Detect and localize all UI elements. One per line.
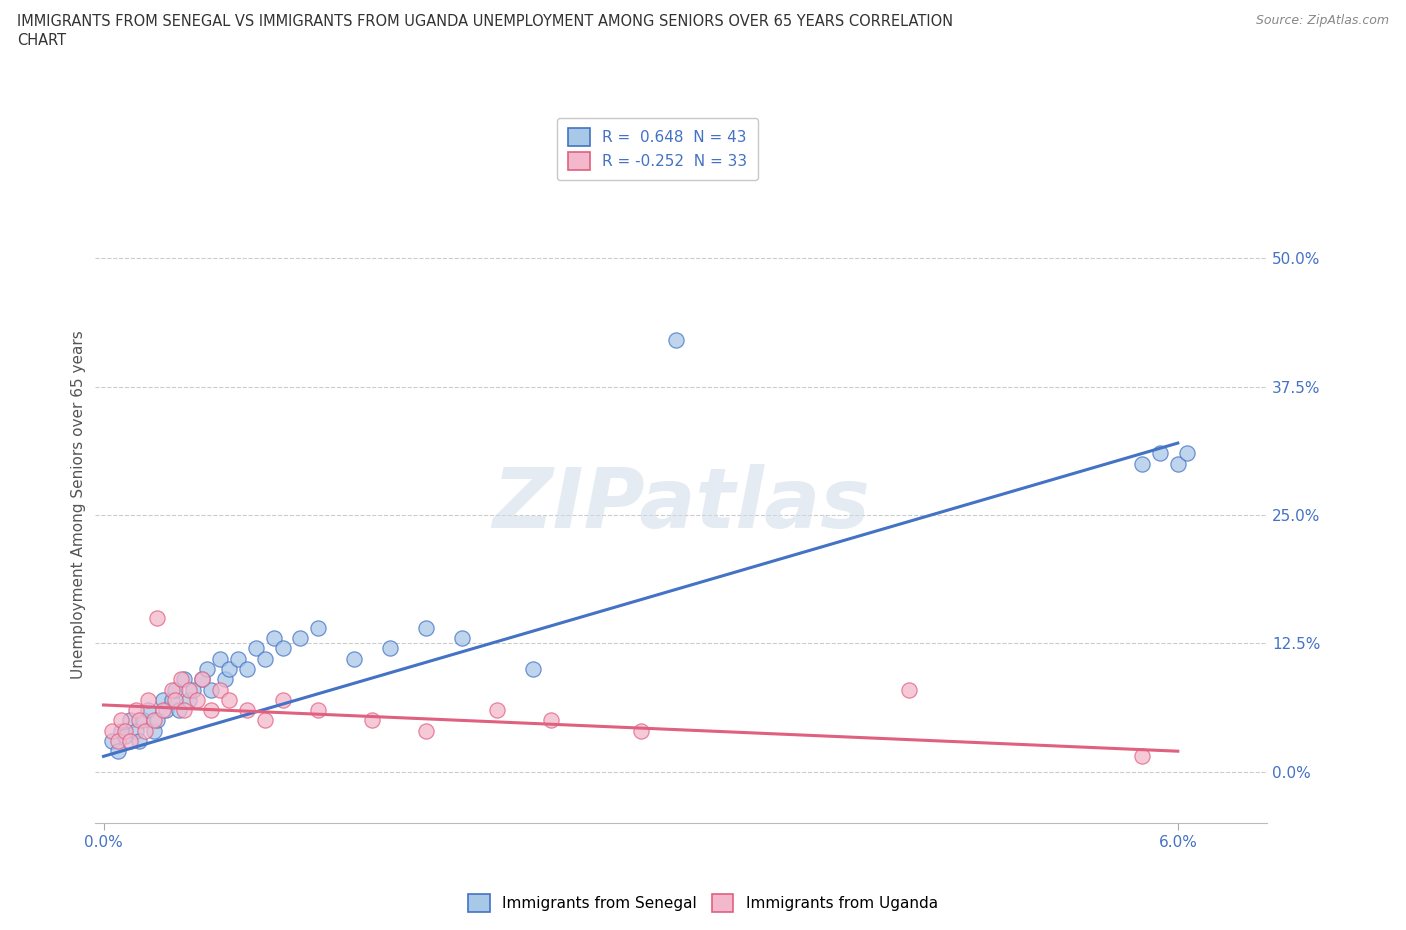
Point <box>179 682 201 697</box>
Point <box>218 693 240 708</box>
Point <box>208 651 231 666</box>
Point <box>114 728 136 743</box>
Point <box>160 693 183 708</box>
Point <box>343 651 366 666</box>
Point <box>160 682 183 697</box>
Point <box>218 661 240 676</box>
Point <box>110 724 132 738</box>
Point <box>253 651 276 666</box>
Point <box>271 641 294 656</box>
Point <box>226 651 249 666</box>
Text: IMMIGRANTS FROM SENEGAL VS IMMIGRANTS FROM UGANDA UNEMPLOYMENT AMONG SENIORS OVE: IMMIGRANTS FROM SENEGAL VS IMMIGRANTS FR… <box>17 14 953 29</box>
Point <box>307 703 329 718</box>
Point <box>290 631 312 645</box>
Point <box>146 713 169 728</box>
Point <box>307 620 329 635</box>
Point <box>155 703 177 718</box>
Point <box>128 734 150 749</box>
Point <box>378 641 401 656</box>
Point <box>132 713 155 728</box>
Point <box>665 333 688 348</box>
Point <box>1149 445 1171 460</box>
Point <box>1130 749 1153 764</box>
Text: ZIPatlas: ZIPatlas <box>492 464 870 545</box>
Point <box>107 734 129 749</box>
Point <box>136 693 159 708</box>
Point <box>114 724 136 738</box>
Point <box>236 703 259 718</box>
Point <box>253 713 276 728</box>
Point <box>200 682 222 697</box>
Point <box>1167 457 1189 472</box>
Point <box>101 724 124 738</box>
Point <box>486 703 509 718</box>
Point <box>120 734 142 749</box>
Point <box>167 703 190 718</box>
Point <box>522 661 544 676</box>
Point <box>630 724 652 738</box>
Point <box>540 713 562 728</box>
Point <box>134 724 156 738</box>
Text: CHART: CHART <box>17 33 66 47</box>
Point <box>142 713 165 728</box>
Text: Source: ZipAtlas.com: Source: ZipAtlas.com <box>1256 14 1389 27</box>
Point <box>110 713 132 728</box>
Point <box>152 703 174 718</box>
Point <box>181 682 204 697</box>
Point <box>195 661 218 676</box>
Point <box>236 661 259 676</box>
Point <box>101 734 124 749</box>
Point <box>125 724 148 738</box>
Point <box>120 713 142 728</box>
Point <box>186 693 208 708</box>
Point <box>169 671 191 686</box>
Point <box>200 703 222 718</box>
Point <box>208 682 231 697</box>
Point <box>214 671 236 686</box>
Point <box>173 703 195 718</box>
Point <box>271 693 294 708</box>
Point <box>1130 457 1153 472</box>
Point <box>165 682 187 697</box>
Point <box>1175 445 1198 460</box>
Point <box>165 693 187 708</box>
Point <box>263 631 285 645</box>
Point <box>107 744 129 759</box>
Point <box>146 610 169 625</box>
Point <box>128 713 150 728</box>
Point <box>415 620 437 635</box>
Point <box>361 713 384 728</box>
Point <box>415 724 437 738</box>
Point <box>142 724 165 738</box>
Point <box>173 671 195 686</box>
Legend: Immigrants from Senegal, Immigrants from Uganda: Immigrants from Senegal, Immigrants from… <box>463 888 943 918</box>
Point <box>191 671 214 686</box>
Y-axis label: Unemployment Among Seniors over 65 years: Unemployment Among Seniors over 65 years <box>72 330 86 679</box>
Point <box>152 693 174 708</box>
Point <box>136 703 159 718</box>
Legend: R =  0.648  N = 43, R = -0.252  N = 33: R = 0.648 N = 43, R = -0.252 N = 33 <box>557 117 758 180</box>
Point <box>125 703 148 718</box>
Point <box>450 631 472 645</box>
Point <box>245 641 267 656</box>
Point <box>191 671 214 686</box>
Point <box>179 693 201 708</box>
Point <box>898 682 921 697</box>
